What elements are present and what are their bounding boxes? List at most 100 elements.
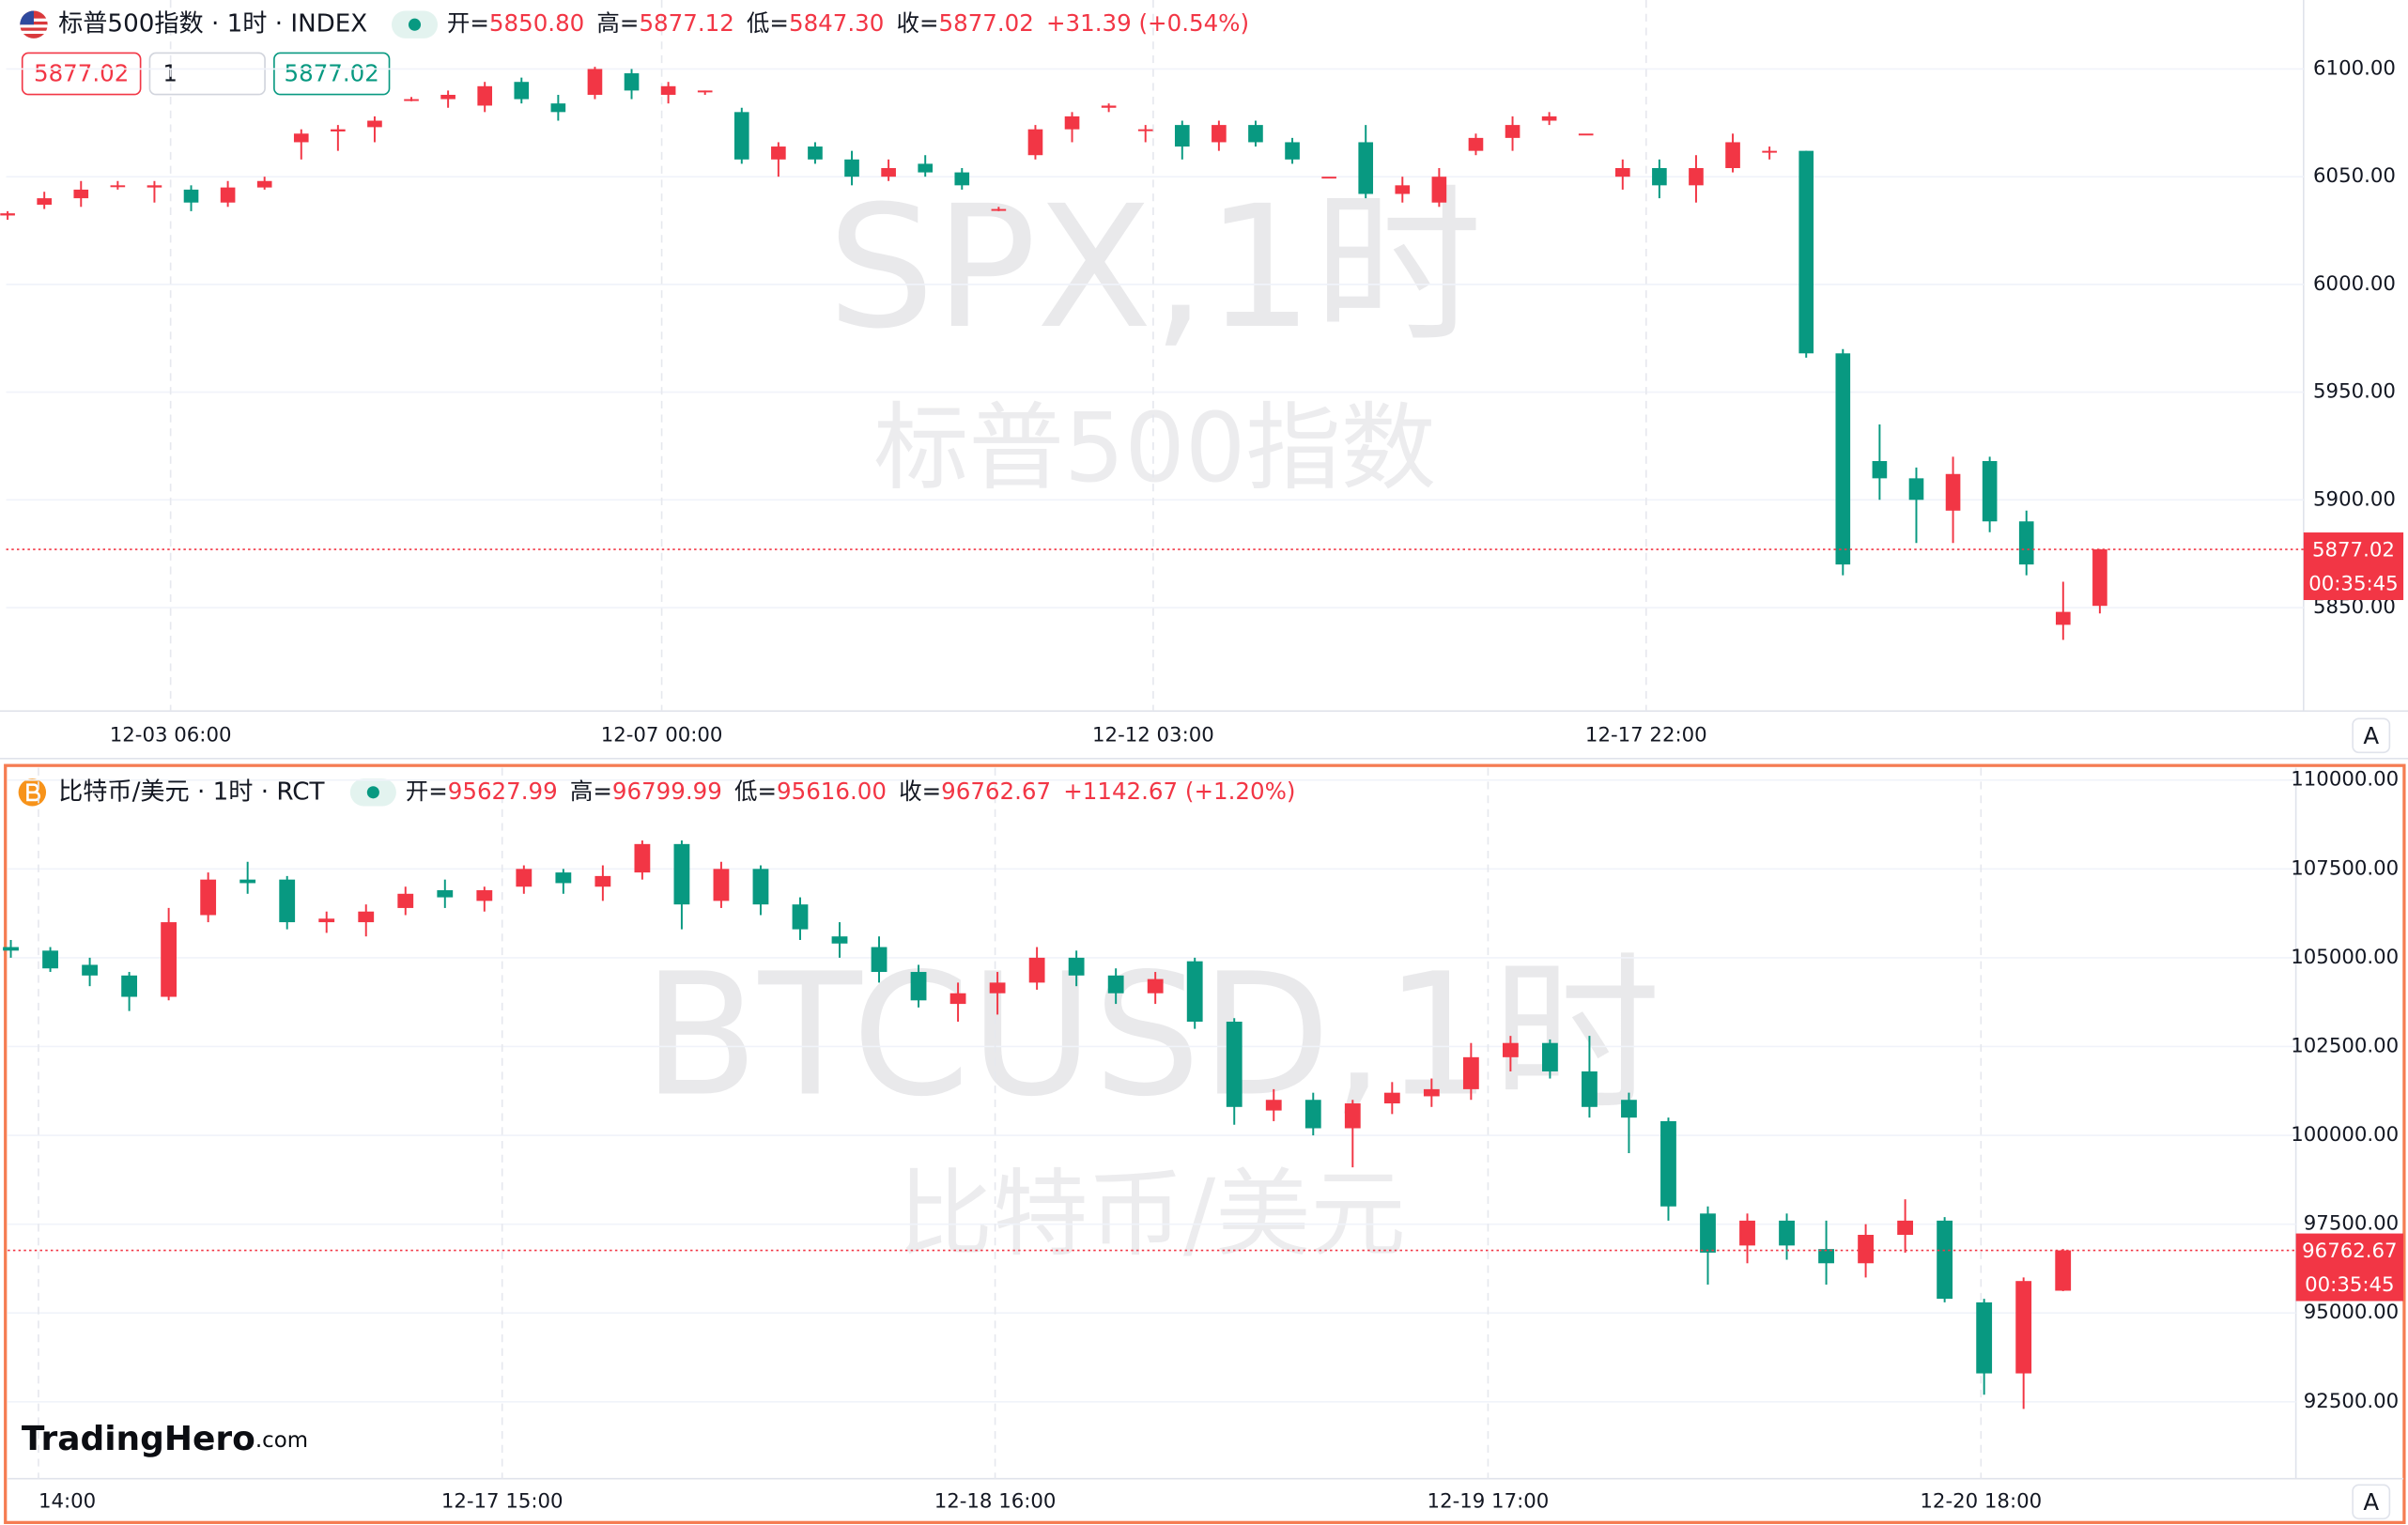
candle-body (989, 982, 1006, 994)
y-tick-label: 97500.00 (2304, 1212, 2399, 1236)
candle-body (200, 879, 217, 916)
candle-body (1660, 1120, 1676, 1207)
legend-value: 5877.02 (939, 9, 1034, 37)
auto-button[interactable] (2352, 1484, 2391, 1520)
candle-body (594, 875, 611, 887)
y-tick-label: 92500.00 (2304, 1390, 2399, 1413)
candle-body (367, 120, 382, 128)
y-tick-label: 5950.00 (2313, 380, 2396, 404)
candle-body (1614, 167, 1630, 177)
candle-body (673, 843, 690, 905)
candle-body (1542, 1042, 1558, 1071)
candle-body (1578, 133, 1594, 136)
x-tick-label: 12-19 17:00 (1428, 1489, 1550, 1513)
y-tick-label: 100000.00 (2291, 1123, 2399, 1147)
auto-button-label[interactable]: A (2363, 1488, 2379, 1516)
candle-body (476, 890, 493, 901)
candle-body (918, 163, 934, 173)
candle-body (516, 869, 533, 887)
candle-body (82, 964, 98, 976)
candle-body (1321, 177, 1336, 179)
legend-value: 5850.80 (489, 9, 584, 37)
candle-body (2092, 549, 2107, 607)
candle-body (881, 167, 896, 177)
y-tick-label: 5900.00 (2313, 487, 2396, 511)
candle-body (358, 911, 375, 923)
x-tick-label: 14:00 (39, 1489, 96, 1513)
candle-body (1101, 105, 1117, 108)
candle-body (1976, 1302, 1993, 1374)
buy-price[interactable]: 5877.02 (285, 59, 379, 86)
watermark-subtitle: 比特币/美元 (898, 1159, 1406, 1270)
legend-label: 高= (596, 9, 639, 37)
candle-body (550, 103, 566, 113)
x-tick-label: 12-17 15:00 (441, 1489, 563, 1513)
candle-body (514, 82, 530, 100)
candle-body (220, 187, 236, 203)
candle-body (2055, 611, 2071, 625)
auto-button[interactable] (2352, 717, 2391, 754)
candle-body (1872, 461, 1888, 479)
quantity-box[interactable] (148, 52, 266, 96)
candle-body (183, 189, 199, 203)
last-price-box (2303, 532, 2404, 600)
candle-body (1107, 975, 1124, 994)
candle-body (1212, 125, 1227, 143)
sell-price[interactable]: 5877.02 (34, 59, 129, 86)
buy-box[interactable] (273, 52, 391, 96)
legend-change: +1142.67 (+1.20%) (1063, 778, 1295, 805)
countdown: 00:35:45 (2305, 1273, 2394, 1297)
watermark-subtitle: 标普500指数 (873, 393, 1436, 503)
candle-body (1937, 1220, 1953, 1300)
candle-body (1304, 1100, 1321, 1129)
candle-body (2015, 1281, 2032, 1374)
candle-body (949, 993, 966, 1005)
brand-name: TradingHero (22, 1420, 255, 1458)
sell-box[interactable] (21, 52, 142, 96)
candle-body (624, 73, 640, 91)
candle-body (2018, 521, 2034, 565)
candle-body (331, 129, 346, 131)
legend-value: 95627.99 (448, 778, 558, 805)
candle-body (1739, 1220, 1755, 1246)
last-price-box (2295, 1233, 2404, 1302)
candle-body (1028, 957, 1045, 983)
candle-body (871, 947, 888, 973)
legend-label: 高= (570, 778, 612, 805)
candle-body (1064, 116, 1080, 130)
candle-body (792, 904, 809, 930)
legend-change: +31.39 (+0.54%) (1046, 9, 1249, 37)
watermark: BTCUSD,1时 (642, 938, 1660, 1134)
y-tick-label: 110000.00 (2291, 768, 2399, 792)
y-tick-label: 6100.00 (2313, 56, 2396, 80)
candle-body (437, 890, 454, 898)
legend-label: 收= (896, 9, 938, 37)
candle-body (37, 198, 53, 205)
candle-body (1186, 961, 1203, 1023)
candle-body (808, 146, 823, 160)
watermark: SPX,1时 (827, 170, 1482, 366)
auto-button-label[interactable]: A (2363, 722, 2379, 749)
brand-suffix: .com (255, 1427, 308, 1452)
candle-body (1689, 167, 1704, 186)
candle-body (1395, 185, 1411, 194)
candle-body (1582, 1071, 1598, 1107)
chart-title: 比特币/美元 · 1时 · RCT (58, 778, 325, 806)
x-tick-label: 12-12 03:00 (1092, 723, 1214, 747)
candle-body (634, 843, 651, 873)
y-tick-label: 105000.00 (2291, 946, 2399, 969)
candle-body (587, 69, 603, 95)
candle-body (831, 936, 848, 944)
candle-body (293, 133, 309, 143)
candle-body (1982, 461, 1998, 522)
candle-body (1858, 1235, 1874, 1264)
candle-body (660, 85, 676, 95)
candle-body (318, 918, 335, 923)
candle-body (1908, 478, 1924, 501)
legend-value: 5847.30 (789, 9, 884, 37)
candle-body (1344, 1103, 1361, 1129)
y-tick-label: 107500.00 (2291, 856, 2399, 880)
legend-label: 低= (734, 778, 777, 805)
legend-label: 低= (747, 9, 789, 37)
